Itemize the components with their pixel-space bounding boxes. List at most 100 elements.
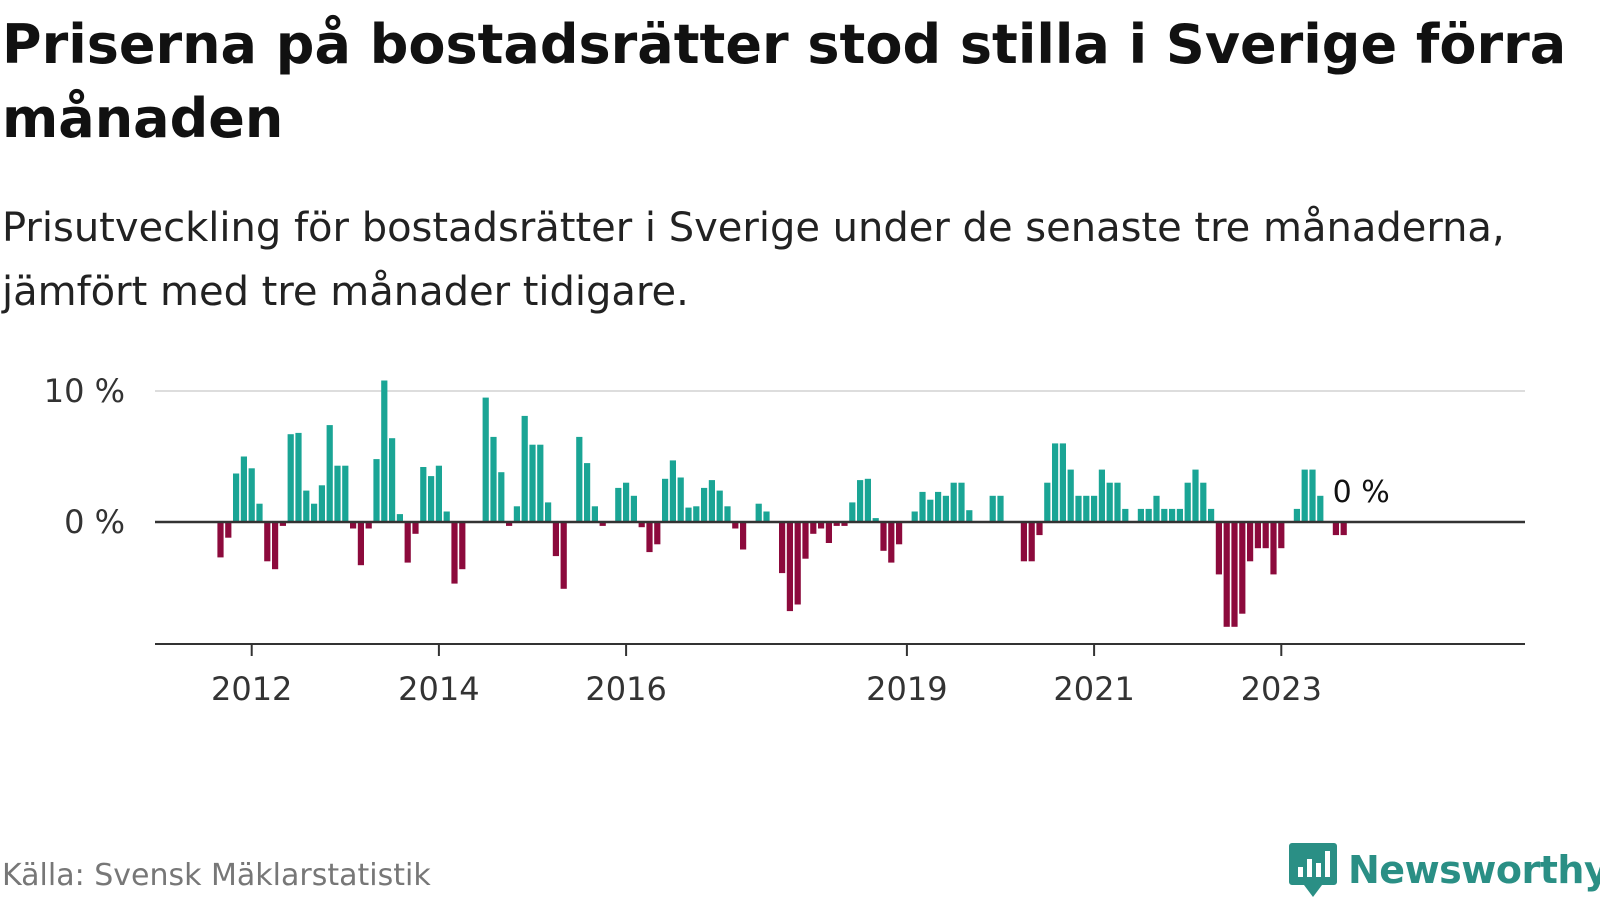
bar bbox=[506, 522, 513, 526]
x-tick-label: 2014 bbox=[398, 670, 479, 708]
bar bbox=[217, 522, 224, 558]
bar bbox=[404, 522, 411, 563]
bar bbox=[966, 510, 973, 522]
bar bbox=[1169, 508, 1176, 522]
bars bbox=[217, 380, 1347, 627]
bar bbox=[420, 467, 427, 522]
bar bbox=[919, 491, 926, 522]
bar bbox=[732, 522, 739, 529]
bar bbox=[357, 522, 364, 566]
bar bbox=[1309, 469, 1316, 522]
bar bbox=[482, 397, 489, 523]
bar bbox=[443, 511, 450, 522]
bar bbox=[1208, 508, 1215, 522]
bar bbox=[342, 465, 349, 522]
bar bbox=[1223, 522, 1230, 627]
bar bbox=[935, 491, 942, 522]
bar bbox=[841, 522, 848, 526]
bar bbox=[662, 478, 669, 522]
x-tick-label: 2023 bbox=[1241, 670, 1322, 708]
bar bbox=[537, 444, 544, 522]
bar bbox=[272, 522, 279, 570]
bar bbox=[615, 487, 622, 522]
x-tick-label: 2019 bbox=[866, 670, 947, 708]
bar bbox=[389, 438, 396, 522]
bar bbox=[584, 463, 591, 522]
bar bbox=[1200, 482, 1207, 522]
bar bbox=[365, 522, 372, 529]
bar bbox=[638, 522, 645, 528]
bar bbox=[1332, 522, 1339, 536]
bar bbox=[779, 522, 786, 574]
y-tick-label: 0 % bbox=[64, 503, 125, 541]
x-tick-label: 2016 bbox=[585, 670, 666, 708]
bar bbox=[701, 487, 708, 522]
bar-chart: 0 % 10 % 2012 2014 2016 2019 2021 2023 0 % bbox=[44, 372, 1525, 708]
bar bbox=[669, 460, 676, 522]
bar bbox=[225, 522, 232, 538]
bar bbox=[833, 522, 840, 526]
bar bbox=[786, 522, 793, 612]
bar bbox=[716, 490, 723, 522]
bar bbox=[872, 518, 879, 522]
bar bbox=[1044, 482, 1051, 522]
bar bbox=[1122, 508, 1129, 522]
chart-title: Priserna på bostadsrätter stod stilla i … bbox=[2, 13, 1567, 150]
bar bbox=[279, 522, 286, 526]
bar bbox=[1231, 522, 1238, 627]
bar bbox=[1192, 469, 1199, 522]
bar bbox=[810, 522, 817, 534]
bar bbox=[326, 425, 333, 522]
bar bbox=[857, 480, 864, 522]
bar bbox=[373, 459, 380, 522]
bar bbox=[740, 522, 747, 550]
latest-value-label: 0 % bbox=[1333, 475, 1390, 510]
bar bbox=[318, 485, 325, 522]
bar bbox=[248, 468, 255, 522]
bar bbox=[240, 456, 247, 522]
bar bbox=[1106, 482, 1113, 522]
bar bbox=[623, 482, 630, 522]
bar bbox=[654, 522, 661, 545]
bar bbox=[708, 480, 715, 522]
bar bbox=[264, 522, 271, 562]
axes: 0 % 10 % 2012 2014 2016 2019 2021 2023 0 % bbox=[44, 372, 1525, 708]
x-tick-label: 2012 bbox=[211, 670, 292, 708]
bar bbox=[1059, 443, 1066, 522]
bar bbox=[849, 502, 856, 522]
bar bbox=[1098, 469, 1105, 522]
bar bbox=[576, 436, 583, 522]
bar bbox=[295, 432, 302, 522]
bar bbox=[911, 511, 918, 522]
bar bbox=[334, 465, 341, 522]
bar bbox=[1137, 508, 1144, 522]
bar bbox=[256, 503, 263, 522]
bar bbox=[724, 506, 731, 522]
bar bbox=[381, 380, 388, 522]
bar bbox=[630, 495, 637, 522]
bar bbox=[989, 495, 996, 522]
bar bbox=[1247, 522, 1254, 562]
bar-chart-speech-icon bbox=[1289, 843, 1337, 897]
bar bbox=[763, 511, 770, 522]
bar bbox=[412, 522, 419, 534]
bar bbox=[888, 522, 895, 563]
bar bbox=[1239, 522, 1246, 614]
bar bbox=[1052, 443, 1059, 522]
bar bbox=[529, 444, 536, 522]
bar bbox=[1184, 482, 1191, 522]
bar bbox=[428, 476, 435, 522]
bar bbox=[350, 522, 357, 529]
bar bbox=[1215, 522, 1222, 575]
bar bbox=[1028, 522, 1035, 562]
bar bbox=[1317, 495, 1324, 522]
bar bbox=[1293, 508, 1300, 522]
bar bbox=[1301, 469, 1308, 522]
newsworthy-logo: Newsworthy bbox=[1288, 840, 1600, 900]
bar bbox=[896, 522, 903, 545]
bar bbox=[1161, 508, 1168, 522]
bar bbox=[1020, 522, 1027, 562]
bar bbox=[927, 499, 934, 522]
bar bbox=[1067, 469, 1074, 522]
brand-name: Newsworthy bbox=[1348, 848, 1600, 892]
